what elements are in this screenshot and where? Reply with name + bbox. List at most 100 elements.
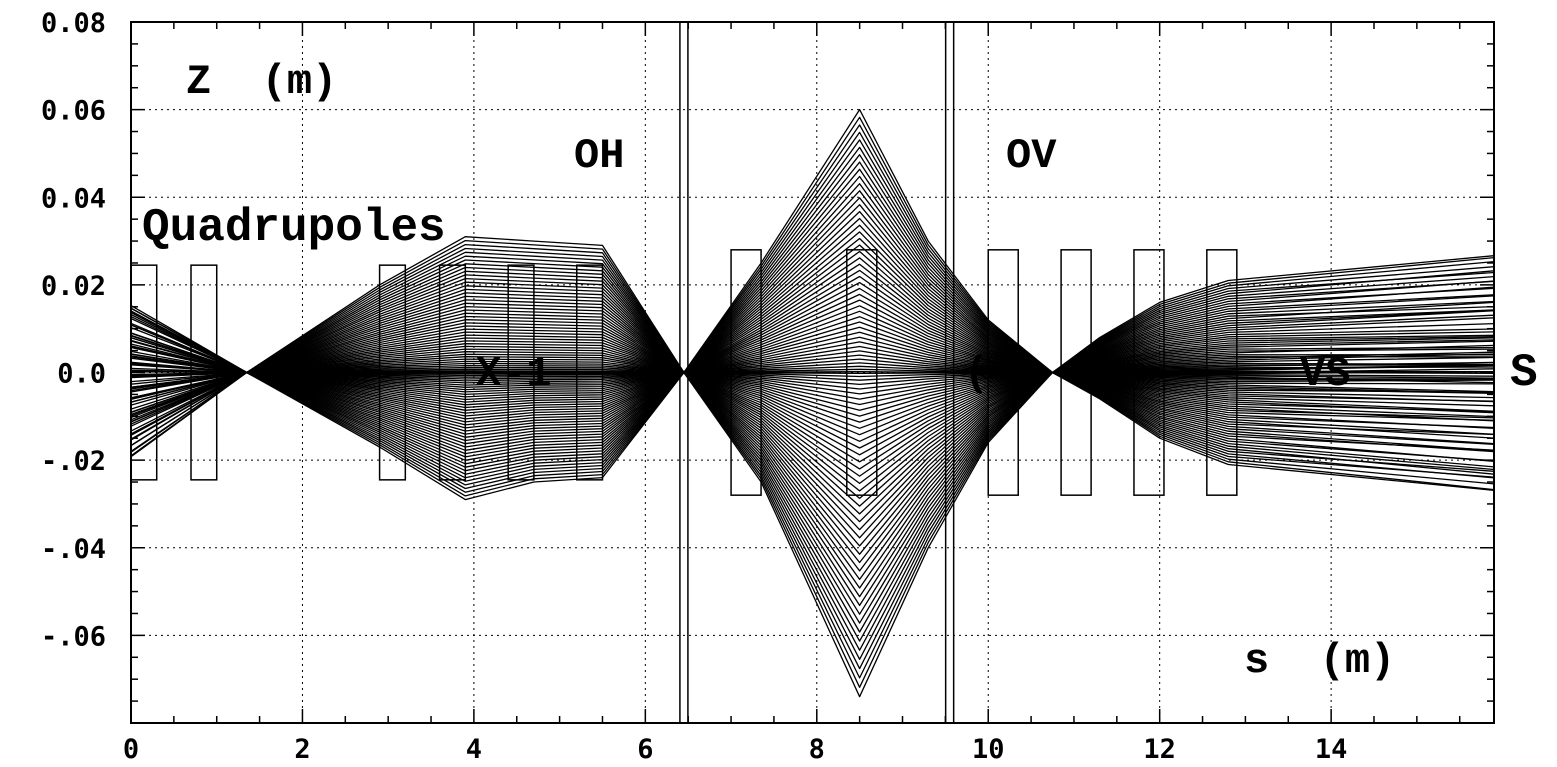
trajectory-ray: [130, 371, 1495, 679]
trajectory-ray: [130, 371, 1495, 598]
trajectory-ray: [130, 371, 1495, 564]
x-axis-label: s (m): [1244, 637, 1395, 685]
trajectory-ray: [130, 305, 1495, 374]
axis-ticks: [130, 21, 1494, 724]
x-tick-label: 4: [466, 734, 482, 765]
trajectory-ray: [130, 371, 1495, 589]
axis-tick-labels: 0 2 4 6 8 10 12 14 0.08 0.06 0.04 0.02 0.0 -.02 -.04 -.…: [41, 8, 1347, 765]
trajectory-ray: [130, 371, 1495, 642]
trajectory-ray: [130, 371, 1495, 492]
trajectory-ray: [130, 371, 1495, 442]
trajectory-ray: [130, 175, 1495, 374]
trajectory-ray: [130, 116, 1495, 374]
x-tick-label: 12: [1143, 734, 1176, 765]
trajectory-ray: [130, 371, 1495, 698]
trajectory-ray: [130, 371, 1495, 485]
trajectory-ray: [130, 154, 1495, 374]
trajectory-ray: [130, 371, 1495, 507]
trajectory-ray: [130, 257, 1495, 374]
trajectory-ray: [130, 244, 1495, 374]
x-tick-label: 8: [809, 734, 825, 765]
trajectory-ray: [130, 190, 1495, 374]
trajectory-ray: [130, 371, 1495, 449]
trajectory-ray: [130, 310, 1495, 374]
title-fragment-vs: VS: [1300, 350, 1350, 398]
trajectory-ray: [130, 371, 1495, 523]
trajectory-ray: [130, 371, 1495, 423]
trajectory-ray: [130, 371, 1495, 660]
trajectory-ray: [130, 371, 1495, 607]
trajectory-ray: [130, 371, 1495, 477]
x-tick-label: 6: [637, 734, 653, 765]
trajectory-ray: [130, 131, 1495, 374]
trajectory-ray: [130, 350, 1495, 374]
ov-label: OV: [1006, 132, 1057, 180]
trajectory-ray: [130, 210, 1495, 374]
trajectory-ray: [130, 341, 1495, 374]
trajectory-ray: [130, 168, 1495, 374]
y-tick-label: -.06: [41, 621, 106, 652]
quadrupoles-label: Quadrupoles: [142, 202, 446, 254]
trajectory-ray: [130, 275, 1495, 374]
trajectory-ray: [130, 371, 1495, 555]
quadrupole: [846, 249, 878, 496]
trajectory-ray: [130, 293, 1495, 374]
trajectory-ray: [130, 371, 1495, 633]
x-tick-label: 0: [123, 734, 139, 765]
trajectory-ray: [130, 321, 1494, 374]
title-fragment-paren: ( ): [964, 350, 1040, 398]
trajectory-ray: [130, 354, 1495, 374]
trajectory-ray: [130, 371, 1495, 515]
trajectory-ray: [130, 371, 1495, 406]
plot-frame: [130, 21, 1495, 724]
trajectory-ray: [130, 224, 1495, 374]
trajectory-ray: [130, 371, 1495, 581]
trajectory-ray: [130, 371, 1495, 572]
trajectory-ray: [130, 362, 1495, 374]
trajectory-ray: [130, 161, 1495, 374]
trajectory-ray: [130, 364, 1495, 376]
y-tick-label: -.04: [41, 534, 106, 565]
trajectory-ray: [130, 237, 1495, 374]
trajectory-ray: [130, 204, 1495, 374]
trajectory-ray: [130, 371, 1495, 411]
y-tick-label: 0.04: [41, 183, 106, 214]
oh-label: OH: [574, 132, 624, 180]
trajectory-ray: [130, 371, 1495, 436]
y-tick-label: 0.08: [41, 8, 106, 39]
trajectory-ray: [130, 345, 1495, 374]
y-tick-label: 0.02: [41, 271, 106, 302]
trajectory-ray: [130, 183, 1495, 374]
trajectory-ray: [130, 316, 1495, 374]
trajectory-ray: [130, 371, 1495, 651]
trajectory-ray: [130, 371, 1495, 463]
title-fragment-s: S: [1510, 347, 1538, 399]
trajectory-ray: [130, 250, 1495, 374]
trajectory-ray: [130, 371, 1495, 531]
trajectory-ray: [130, 331, 1495, 374]
trajectory-ray: [130, 108, 1495, 374]
trajectory-ray: [130, 231, 1495, 374]
trajectory-ray: [130, 124, 1495, 374]
trajectory-ray: [130, 371, 1495, 417]
title-fragment-x: X-1: [476, 350, 552, 398]
trajectory-ray: [130, 371, 1495, 688]
trajectory-ray: [130, 371, 1495, 400]
x-tick-label: 10: [972, 734, 1005, 765]
trajectory-ray: [130, 371, 1495, 470]
trajectory-ray: [130, 287, 1495, 374]
trajectory-ray: [130, 269, 1495, 374]
trajectory-ray: [130, 371, 1495, 429]
trajectory-ray: [130, 263, 1495, 374]
trajectory-ray: [130, 299, 1495, 374]
trajectory-ray: [130, 139, 1495, 374]
y-tick-label: -.02: [41, 446, 106, 477]
trajectory-rays: [130, 108, 1495, 698]
trajectory-ray: [130, 371, 1495, 395]
trajectory-ray: [130, 336, 1495, 374]
trajectory-ray: [130, 371, 1495, 624]
trajectory-ray: [130, 326, 1495, 374]
trajectory-ray: [130, 371, 1495, 500]
trajectory-ray: [130, 371, 1495, 539]
